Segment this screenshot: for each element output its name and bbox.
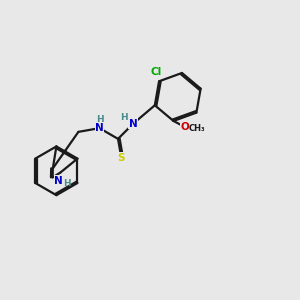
Text: N: N <box>95 123 104 133</box>
Text: N: N <box>129 119 137 129</box>
Text: H: H <box>96 115 103 124</box>
Text: S: S <box>118 153 125 163</box>
Text: O: O <box>180 122 189 132</box>
Text: CH₃: CH₃ <box>189 124 206 133</box>
Text: Cl: Cl <box>151 68 162 77</box>
Text: H: H <box>63 178 70 188</box>
Text: N: N <box>54 176 63 186</box>
Text: H: H <box>120 113 128 122</box>
